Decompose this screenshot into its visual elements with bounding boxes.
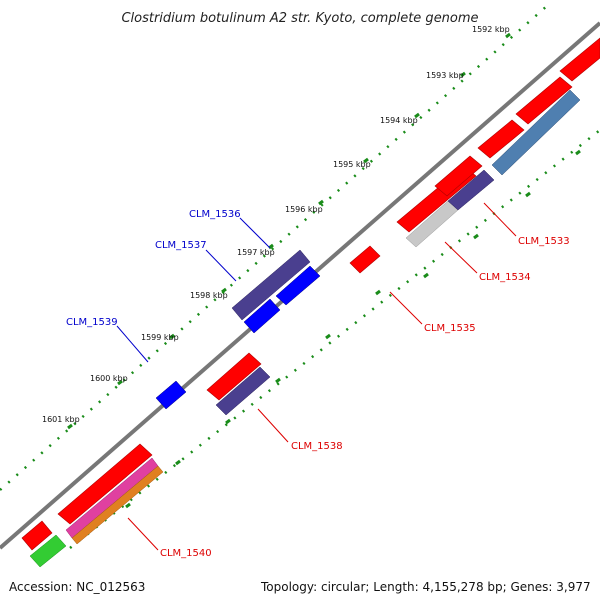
cog-bar-steel[interactable] (491, 89, 581, 176)
cog-bar-1533[interactable] (447, 169, 495, 211)
tick-label: 1595 kbp (333, 160, 371, 169)
cds-segment[interactable] (477, 119, 525, 159)
gene-labels: CLM_1533 CLM_1534 CLM_1535 CLM_1536 CLM_… (66, 209, 570, 559)
tick-label: 1599 kbp (141, 333, 179, 342)
tick-mark (221, 287, 227, 294)
leader-clm-1539 (116, 325, 149, 363)
tick-label: 1600 kbp (90, 374, 128, 383)
forward-strand-cds (21, 37, 600, 551)
label-leaders (116, 202, 517, 551)
genome-summary-text: Topology: circular; Length: 4,155,278 bp… (261, 580, 591, 594)
cds-clm-1533-b[interactable] (434, 155, 483, 197)
tick-label: 1601 kbp (42, 415, 80, 424)
gene-label-clm-1536[interactable]: CLM_1536 (189, 209, 241, 220)
inner-scale-ticks (125, 149, 581, 509)
cds-clm-1540[interactable] (57, 443, 153, 525)
tick-label: 1597 kbp (237, 248, 275, 257)
cds-clm-1537[interactable] (275, 265, 321, 306)
cds-left[interactable] (21, 520, 53, 551)
leader-clm-1533 (483, 202, 517, 237)
leader-clm-1540 (127, 517, 159, 551)
cog-bar-green[interactable] (29, 534, 67, 568)
gene-label-clm-1534[interactable]: CLM_1534 (479, 272, 531, 283)
tick-mark (325, 333, 331, 340)
cog-bar-1538[interactable] (215, 366, 271, 416)
tick-mark (473, 233, 479, 240)
cog-bar-1540-orange[interactable] (71, 465, 164, 545)
inner-tick-ring (69, 129, 600, 549)
cog-lane (29, 89, 581, 568)
reverse-strand-cds (155, 249, 321, 410)
gene-label-clm-1535[interactable]: CLM_1535 (424, 323, 476, 334)
tick-mark (125, 502, 131, 509)
accession-text: Accession: NC_012563 (9, 580, 146, 594)
cds-clm-1539[interactable] (155, 380, 187, 410)
leader-clm-1538 (257, 408, 289, 443)
cds-clm-1535[interactable] (349, 245, 381, 274)
tick-mark (67, 423, 73, 430)
leader-clm-1535 (389, 291, 423, 325)
tick-mark (525, 191, 531, 198)
gene-label-clm-1539[interactable]: CLM_1539 (66, 317, 118, 328)
cds-clm-1536[interactable] (231, 249, 311, 321)
leader-clm-1537 (205, 249, 237, 282)
tick-mark (117, 379, 123, 386)
tick-mark (414, 112, 420, 119)
cds-segment[interactable] (559, 37, 600, 82)
tick-label: 1592 kbp (472, 25, 510, 34)
tick-mark (275, 377, 281, 384)
tick-label: 1598 kbp (190, 291, 228, 300)
gene-label-clm-1533[interactable]: CLM_1533 (518, 236, 570, 247)
cds-segment[interactable] (515, 76, 573, 125)
scale-ticks (67, 32, 511, 430)
tick-mark (225, 418, 231, 425)
tick-label: 1593 kbp (426, 71, 464, 80)
outer-tick-ring (0, 4, 549, 491)
tick-mark (505, 32, 511, 39)
tick-mark (318, 199, 324, 206)
cds-clm-1538[interactable] (206, 352, 262, 401)
scale-tick-labels: 1592 kbp 1593 kbp 1594 kbp 1595 kbp 1596… (42, 25, 510, 424)
tick-label: 1594 kbp (380, 116, 418, 125)
tick-mark (175, 459, 181, 466)
tick-mark (460, 71, 466, 78)
leader-clm-1534 (444, 241, 478, 274)
gene-label-clm-1538[interactable]: CLM_1538 (291, 441, 343, 452)
tick-mark (423, 272, 429, 279)
tick-mark (169, 333, 175, 340)
leader-clm-1536 (239, 217, 271, 249)
gene-label-clm-1540[interactable]: CLM_1540 (160, 548, 212, 559)
tick-mark (375, 289, 381, 296)
tick-mark (363, 157, 369, 164)
tick-label: 1596 kbp (285, 205, 323, 214)
tick-mark (575, 149, 581, 156)
gene-label-clm-1537[interactable]: CLM_1537 (155, 240, 207, 251)
cds-blue-a[interactable] (243, 298, 281, 334)
map-title: Clostridium botulinum A2 str. Kyoto, com… (121, 11, 478, 26)
